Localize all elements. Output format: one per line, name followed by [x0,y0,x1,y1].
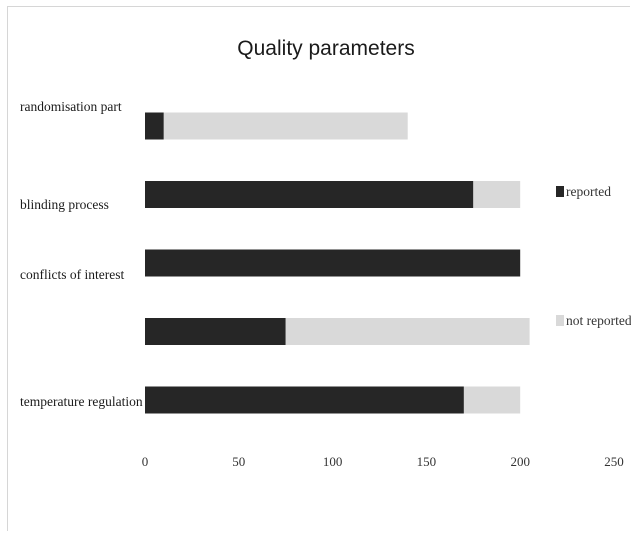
chart-title: Quality parameters [237,37,414,60]
category-label-4: temperature regulation [20,394,143,409]
x-tick-label-250: 250 [604,454,624,469]
x-tick-label-100: 100 [323,454,343,469]
quality-parameters-chart: Quality parameters randomisation part bli… [20,37,631,469]
x-axis-ticks: 0 50 100 150 200 250 [142,454,624,469]
bar-reported-1 [145,181,474,208]
category-label-2: conflicts of interest [20,267,124,282]
category-label-1: blinding process [20,197,109,212]
category-labels: randomisation part blinding process confli… [20,99,143,409]
bar-reported-3 [145,318,286,345]
bars-layer [145,112,530,414]
x-tick-label-150: 150 [417,454,437,469]
category-label-0: randomisation part [20,99,122,114]
bar-reported-0 [145,112,164,140]
x-tick-label-0: 0 [142,454,149,469]
x-tick-label-200: 200 [510,454,530,469]
legend-label-not-reported: not reported [566,313,631,328]
bar-reported-4 [145,386,464,414]
bar-not-reported-0 [163,112,408,140]
legend-label-reported: reported [566,184,611,199]
bar-not-reported-3 [285,318,530,345]
x-tick-label-50: 50 [232,454,245,469]
chart-frame: Quality parameters randomisation part bli… [7,6,631,531]
legend-swatch-not-reported [556,315,564,326]
legend-swatch-reported [556,186,564,197]
bar-not-reported-4 [463,386,521,414]
bar-reported-2 [145,249,521,277]
bar-not-reported-1 [473,181,521,208]
legend: reported not reported [556,184,631,328]
